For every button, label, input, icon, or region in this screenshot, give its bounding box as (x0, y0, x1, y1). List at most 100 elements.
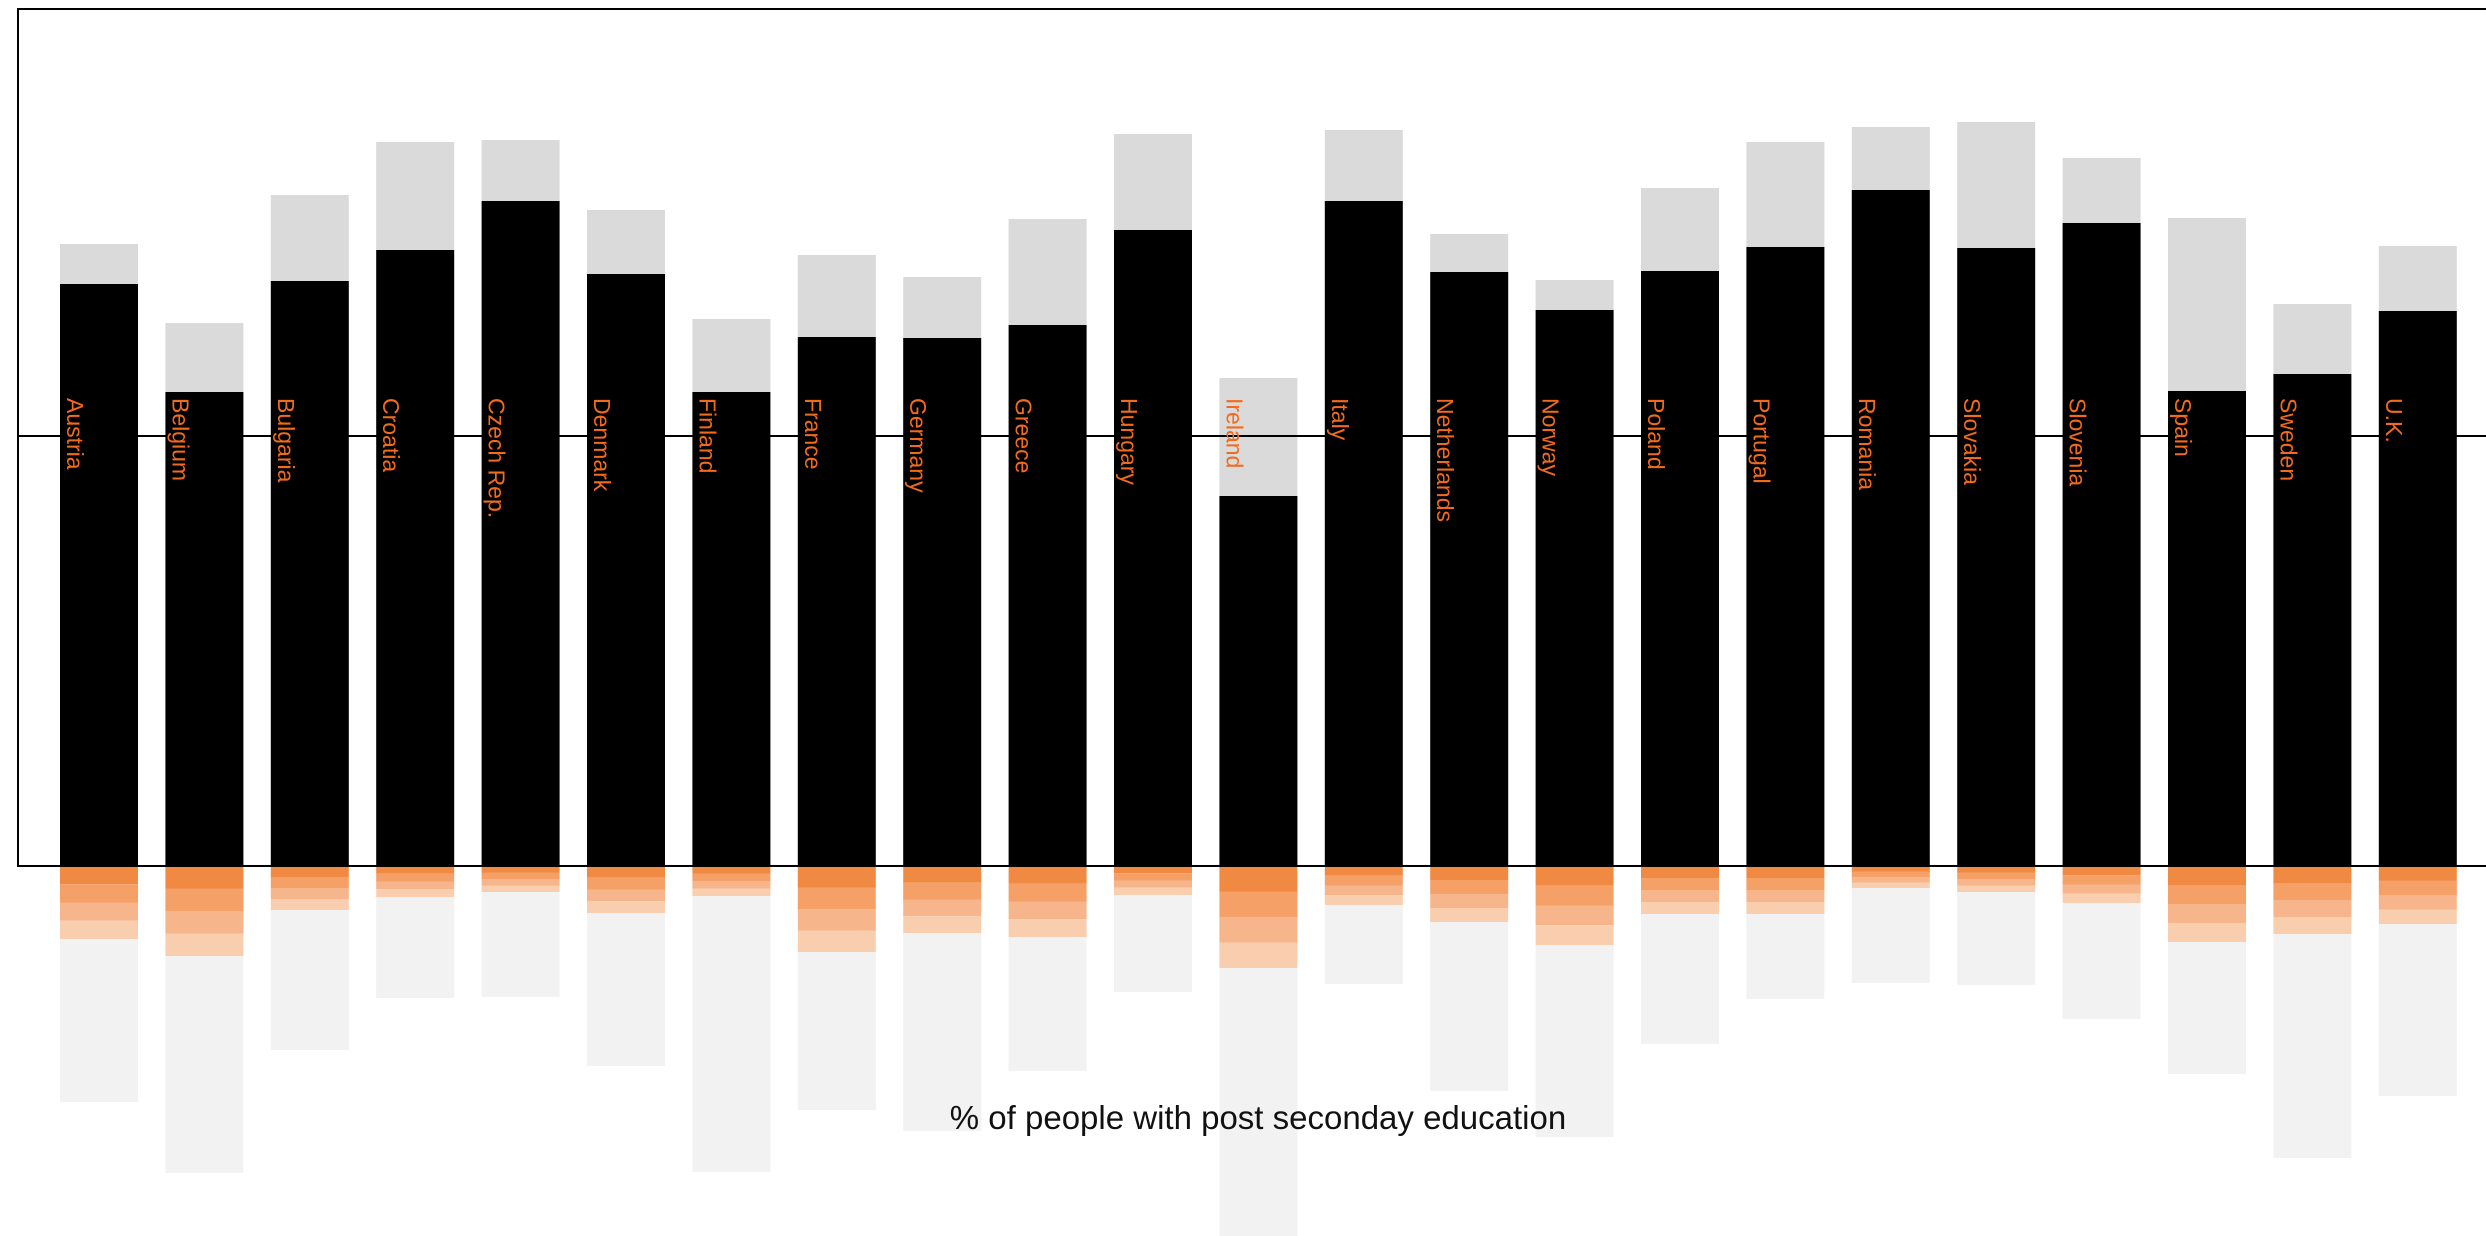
bar-quaternary (2062, 903, 2141, 1019)
bar-tertiary-band (165, 866, 244, 889)
bar-tertiary-band (1535, 905, 1614, 926)
bar-tertiary-band (60, 884, 138, 903)
bar-tertiary-band (1219, 917, 1298, 943)
bar-tertiary-band (1641, 866, 1719, 878)
category-label: Slovenia (2065, 398, 2091, 486)
bar-quaternary (1641, 914, 1719, 1044)
bar-primary (1851, 190, 1930, 866)
bar-tertiary-band (270, 899, 349, 910)
bar-tertiary-band (1219, 942, 1298, 968)
bar-tertiary-band (270, 888, 349, 899)
bar-secondary (1114, 134, 1192, 230)
bar-primary (1114, 230, 1192, 866)
bar-tertiary-band (903, 899, 982, 917)
bar-tertiary-band (1851, 866, 1930, 872)
chart-caption: % of people with post seconday education (950, 1099, 1566, 1136)
bar-tertiary-band (692, 888, 771, 896)
category-label: Croatia (378, 398, 404, 472)
bars-group (60, 122, 2457, 1236)
bar-tertiary-band (1430, 894, 1509, 908)
bar-quaternary (1535, 945, 1614, 1137)
bar-primary (376, 250, 455, 866)
bar-tertiary-band (2168, 904, 2246, 923)
bar-secondary (60, 244, 138, 284)
bar-secondary (376, 142, 455, 250)
bar-primary (1957, 248, 2036, 866)
bar-tertiary-band (2168, 866, 2246, 885)
bar-primary (60, 284, 138, 866)
bar-tertiary-band (2062, 884, 2141, 894)
bar-secondary (270, 195, 349, 281)
category-label: Greece (1011, 398, 1037, 473)
bar-quaternary (60, 939, 138, 1102)
bar-primary (2378, 311, 2457, 866)
bar-tertiary-band (1746, 902, 1825, 914)
bar-tertiary-band (2273, 883, 2352, 900)
bar-tertiary-band (797, 930, 876, 952)
bar-primary (692, 392, 771, 866)
bar-tertiary-band (587, 877, 665, 890)
bar-tertiary-band (270, 866, 349, 877)
category-label: France (800, 398, 826, 470)
category-label: Hungary (1116, 398, 1142, 485)
bar-tertiary-band (165, 888, 244, 911)
bar-primary (1219, 496, 1298, 866)
bar-tertiary-band (1957, 879, 2036, 886)
bar-tertiary-band (2378, 866, 2457, 881)
category-label: Germany (905, 398, 931, 493)
category-label: Denmark (589, 398, 615, 492)
bar-tertiary-band (1535, 925, 1614, 945)
bar-tertiary-band (1851, 882, 1930, 888)
bar-quaternary (1219, 968, 1298, 1236)
bar-tertiary-band (1008, 866, 1087, 884)
bar-tertiary-band (1851, 877, 1930, 883)
category-label: Poland (1643, 398, 1669, 470)
bar-tertiary-band (1114, 887, 1192, 895)
bar-tertiary-band (2378, 895, 2457, 910)
bar-secondary (2062, 158, 2141, 223)
bar-secondary (1430, 234, 1509, 272)
bar-tertiary-band (2168, 885, 2246, 904)
bar-secondary (2168, 218, 2246, 391)
bar-primary (587, 274, 665, 866)
bar-primary (903, 338, 982, 866)
category-label: U.K. (2381, 398, 2407, 443)
bar-tertiary-band (1641, 878, 1719, 890)
bar-tertiary-band (903, 866, 982, 883)
category-label: Slovakia (1959, 398, 1985, 485)
bar-primary (165, 392, 244, 866)
bar-tertiary-band (1957, 885, 2036, 892)
bar-primary (1008, 325, 1087, 866)
bar-tertiary-band (797, 909, 876, 931)
category-label: Czech Rep. (484, 398, 510, 518)
bar-tertiary-band (1957, 872, 2036, 879)
bar-secondary (481, 140, 560, 201)
bar-tertiary-band (165, 911, 244, 934)
bar-quaternary (270, 910, 349, 1050)
bar-tertiary-band (481, 872, 560, 879)
bar-tertiary-band (481, 885, 560, 892)
bar-secondary (1324, 130, 1403, 201)
bar-tertiary-band (1008, 919, 1087, 937)
bar-tertiary-band (2378, 880, 2457, 895)
bar-quaternary (903, 933, 982, 1131)
bar-tertiary-band (2168, 923, 2246, 942)
bar-tertiary-band (1641, 890, 1719, 902)
category-label: Austria (62, 398, 88, 470)
bar-quaternary (1957, 892, 2036, 985)
category-label: Ireland (1221, 398, 1247, 468)
bar-tertiary-band (1324, 866, 1403, 876)
bar-secondary (1957, 122, 2036, 248)
bar-secondary (797, 255, 876, 337)
bar-tertiary-band (165, 933, 244, 956)
bar-tertiary-band (692, 881, 771, 889)
bar-tertiary-band (587, 889, 665, 902)
bar-secondary (1008, 219, 1087, 325)
bar-quaternary (376, 897, 455, 998)
bar-tertiary-band (1535, 866, 1614, 886)
bar-secondary (165, 323, 244, 392)
bar-tertiary-band (2273, 900, 2352, 917)
bar-quaternary (1324, 905, 1403, 984)
category-label: Portugal (1748, 398, 1774, 484)
